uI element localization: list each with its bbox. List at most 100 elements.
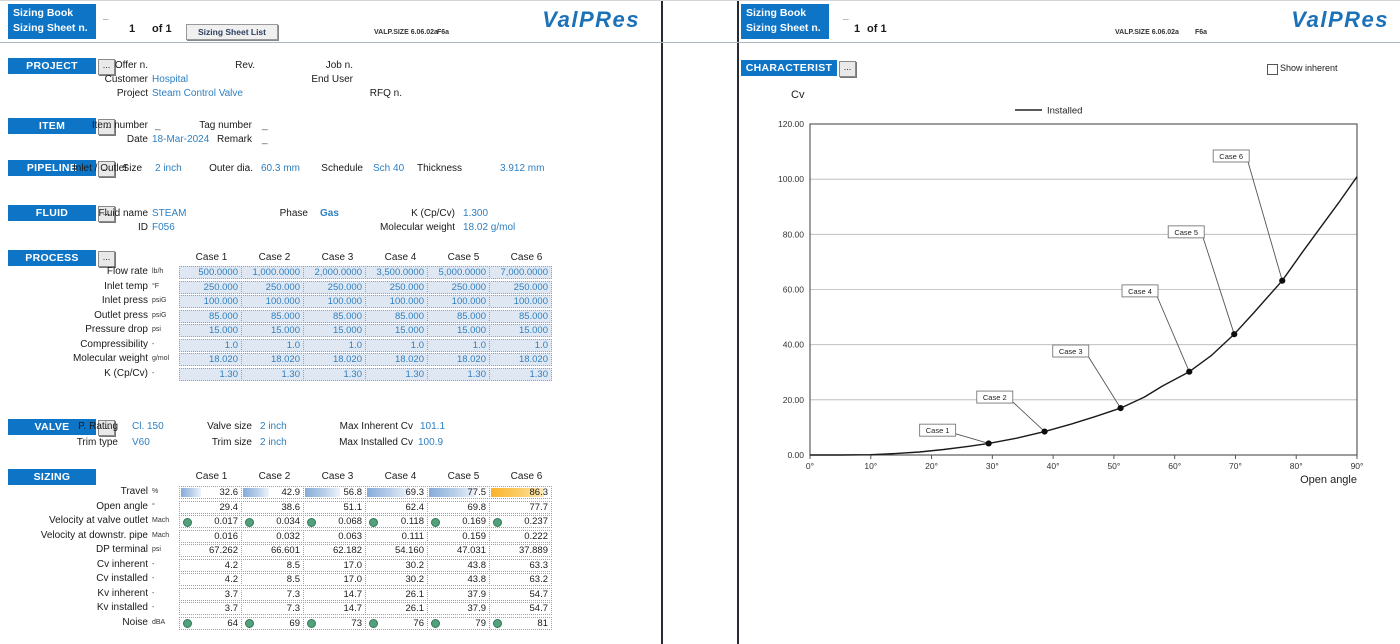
characteristic-options-button[interactable]: ... <box>839 61 856 77</box>
table-cell: 42.9 <box>241 486 304 499</box>
date-value[interactable]: 18-Mar-2024 <box>152 134 210 145</box>
table-cell[interactable]: 100.000 <box>365 295 428 308</box>
sizing-sheet-list-button[interactable]: Sizing Sheet List <box>186 24 278 40</box>
table-cell[interactable]: 100.000 <box>303 295 366 308</box>
legend-label: Installed <box>1047 106 1082 117</box>
book-number-value[interactable]: _ <box>843 10 849 21</box>
book-number-value[interactable]: _ <box>103 10 109 21</box>
sheet-page-number[interactable]: 1 <box>854 23 861 35</box>
valve-options-button[interactable]: ... <box>98 420 115 436</box>
sizing-table-row: 4.2 8.5 17.0 30.2 43.8 63.2 <box>179 573 552 586</box>
trim-size-value[interactable]: 2 inch <box>260 437 287 448</box>
table-cell[interactable]: 18.020 <box>241 353 304 366</box>
table-cell[interactable]: 250.000 <box>241 280 304 294</box>
table-cell[interactable]: 7,000.0000 <box>489 266 552 279</box>
table-cell[interactable]: 500.0000 <box>179 266 242 279</box>
process-options-button[interactable]: ... <box>98 251 115 267</box>
table-cell[interactable]: 85.000 <box>303 309 366 323</box>
table-cell[interactable]: 85.000 <box>241 309 304 323</box>
table-cell[interactable]: 15.000 <box>489 324 552 337</box>
table-cell[interactable]: 18.020 <box>427 353 490 366</box>
sizing-row-label-5: Cv inherent <box>96 558 148 570</box>
valve-size-value[interactable]: 2 inch <box>260 421 287 432</box>
table-cell[interactable]: 100.000 <box>179 295 242 308</box>
table-cell[interactable]: 1.0 <box>303 338 366 352</box>
fluid-id-value[interactable]: F056 <box>152 222 175 233</box>
date-label: Date <box>126 134 148 145</box>
thickness-value[interactable]: 3.912 mm <box>500 163 545 174</box>
k-cpcv-value[interactable]: 1.300 <box>463 208 489 219</box>
table-cell[interactable]: 85.000 <box>179 309 242 323</box>
p-rating-value[interactable]: Cl. 150 <box>132 421 164 432</box>
sheet-page-number[interactable]: 1 <box>129 23 136 35</box>
table-cell[interactable]: 1.30 <box>303 367 366 381</box>
table-cell[interactable]: 1.0 <box>489 338 552 352</box>
table-cell[interactable]: 15.000 <box>303 324 366 337</box>
table-cell: 0.159 <box>427 529 490 543</box>
table-cell[interactable]: 250.000 <box>427 280 490 294</box>
case-annotation-label: Case 5 <box>1174 228 1198 237</box>
table-cell[interactable]: 15.000 <box>241 324 304 337</box>
table-cell[interactable]: 1.0 <box>365 338 428 352</box>
table-cell[interactable]: 15.000 <box>179 324 242 337</box>
table-cell[interactable]: 3,500.0000 <box>365 266 428 279</box>
window-split-divider[interactable] <box>661 0 663 644</box>
phase-value[interactable]: Gas <box>320 208 339 219</box>
table-cell[interactable]: 85.000 <box>365 309 428 323</box>
process-row-label-3: Outlet press <box>94 309 148 321</box>
table-cell: 63.2 <box>489 573 552 586</box>
table-cell[interactable]: 85.000 <box>427 309 490 323</box>
table-cell[interactable]: 1.30 <box>241 367 304 381</box>
table-cell[interactable]: 18.020 <box>303 353 366 366</box>
status-dot-icon <box>307 517 316 527</box>
item-number-value[interactable]: _ <box>155 120 161 131</box>
table-cell[interactable]: 100.000 <box>489 295 552 308</box>
table-cell[interactable]: 1.30 <box>427 367 490 381</box>
table-cell[interactable]: 18.020 <box>489 353 552 366</box>
table-cell[interactable]: 1.0 <box>241 338 304 352</box>
table-cell[interactable]: 1.30 <box>365 367 428 381</box>
table-cell[interactable]: 18.020 <box>365 353 428 366</box>
table-cell[interactable]: 1.30 <box>179 367 242 381</box>
table-cell[interactable]: 100.000 <box>241 295 304 308</box>
table-cell[interactable]: 18.020 <box>179 353 242 366</box>
table-cell[interactable]: 15.000 <box>365 324 428 337</box>
project-value[interactable]: Steam Control Valve <box>152 88 243 99</box>
trim-type-value[interactable]: V60 <box>132 437 150 448</box>
outer-dia-value[interactable]: 60.3 mm <box>261 163 300 174</box>
table-cell[interactable]: 5,000.0000 <box>427 266 490 279</box>
molecular-weight-value[interactable]: 18.02 g/mol <box>463 222 516 233</box>
outer-dia-label: Outer dia. <box>209 163 253 174</box>
fluid-name-value[interactable]: STEAM <box>152 208 187 219</box>
item-options-button[interactable]: ... <box>98 119 115 135</box>
travel-data-bar <box>243 488 270 497</box>
table-cell[interactable]: 250.000 <box>365 280 428 294</box>
project-options-button[interactable]: ... <box>98 59 115 75</box>
case-annotation-box <box>1121 284 1159 298</box>
item-number-label: Item number <box>91 120 148 131</box>
table-cell[interactable]: 1.0 <box>179 338 242 352</box>
table-cell[interactable]: 1,000.0000 <box>241 266 304 279</box>
customer-value[interactable]: Hospital <box>152 74 189 85</box>
offer-label: Offer n. <box>114 60 148 71</box>
fluid-options-button[interactable]: ... <box>98 206 115 222</box>
remark-value[interactable]: _ <box>262 134 268 145</box>
table-cell[interactable]: 250.000 <box>303 280 366 294</box>
table-cell[interactable]: 250.000 <box>179 280 242 294</box>
show-inherent-checkbox[interactable] <box>1267 64 1278 75</box>
table-cell[interactable]: 15.000 <box>427 324 490 337</box>
schedule-value[interactable]: Sch 40 <box>373 163 405 174</box>
sizing-sheet-panel: Sizing Book Sizing Sheet n. _ 1 of 1 Siz… <box>0 0 661 644</box>
table-cell[interactable]: 85.000 <box>489 309 552 323</box>
pipeline-options-button[interactable]: ... <box>98 161 115 177</box>
sizing-row-unit-4: psi <box>152 546 161 553</box>
table-cell[interactable]: 250.000 <box>489 280 552 294</box>
size-value[interactable]: 2 inch <box>155 163 182 174</box>
sizing-sheet-label: Sizing Sheet n. <box>746 22 821 34</box>
table-cell[interactable]: 100.000 <box>427 295 490 308</box>
table-cell[interactable]: 2,000.0000 <box>303 266 366 279</box>
table-cell[interactable]: 1.30 <box>489 367 552 381</box>
tag-number-value[interactable]: _ <box>262 120 268 131</box>
travel-data-bar <box>491 488 544 497</box>
table-cell[interactable]: 1.0 <box>427 338 490 352</box>
